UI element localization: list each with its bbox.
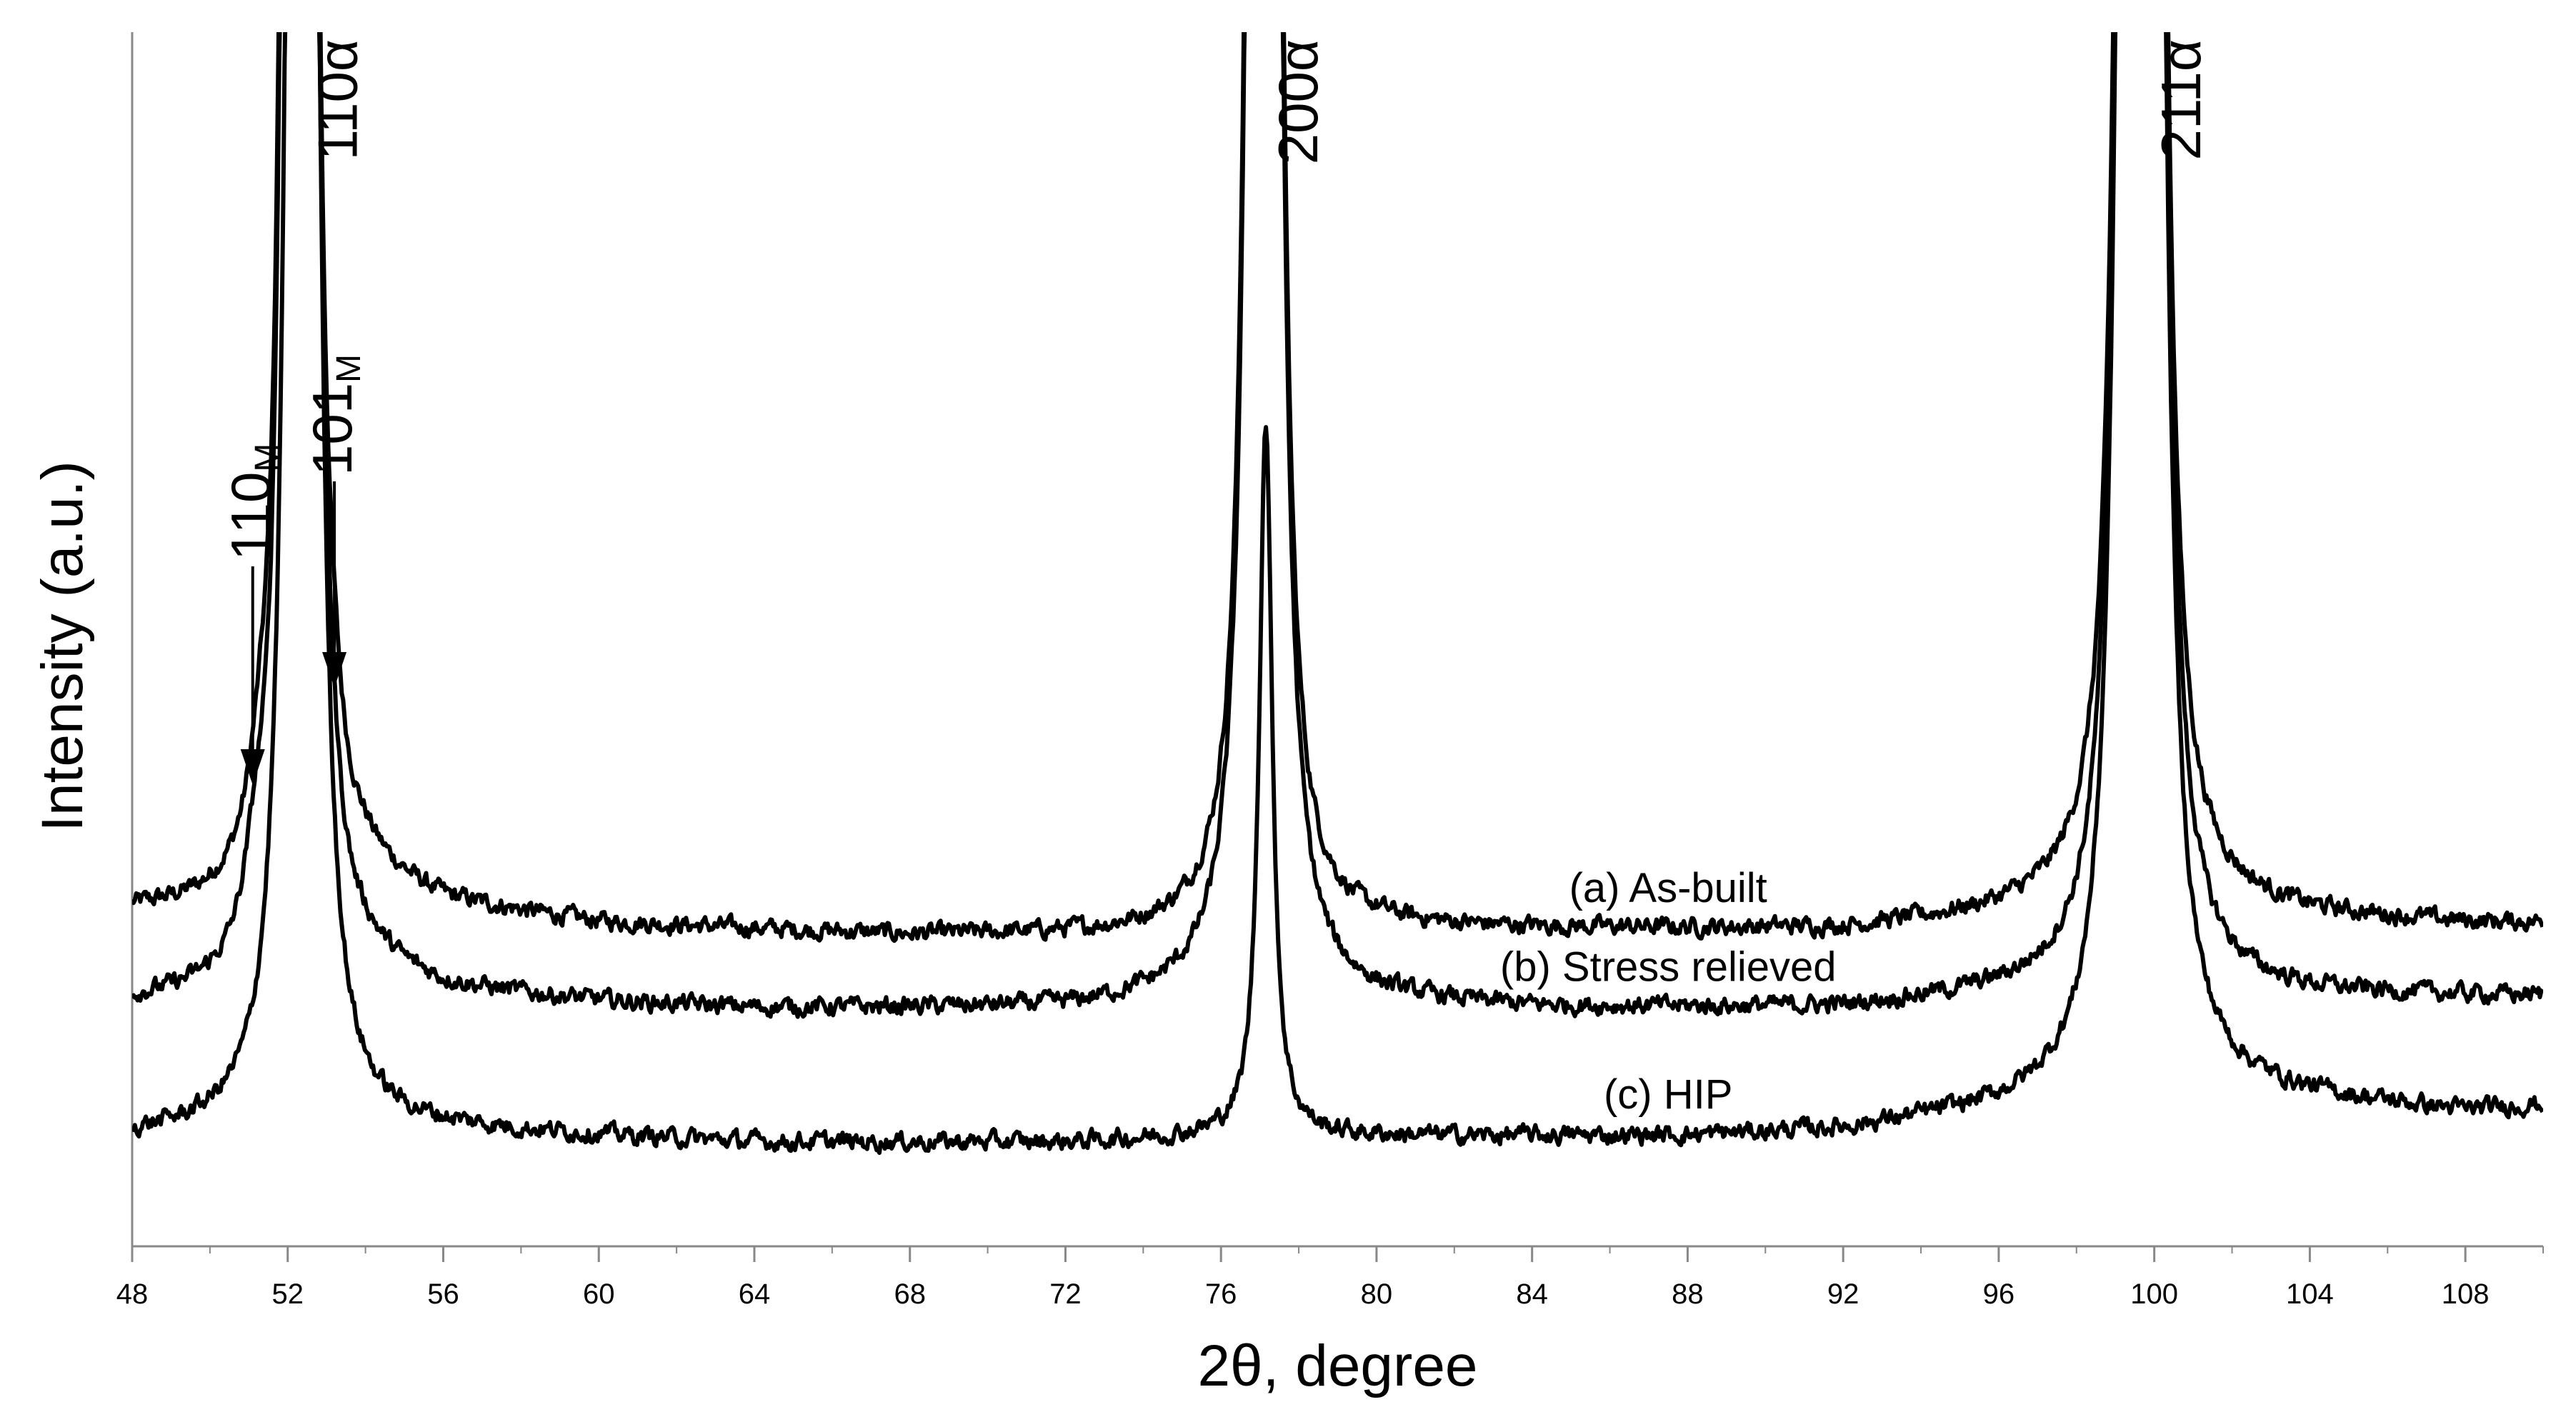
annotation-label: 110α [306,39,369,160]
x-tick-label: 100 [2130,1278,2178,1310]
series-0: (a) As-built [132,32,2543,943]
x-tick-label: 80 [1361,1278,1393,1310]
x-tick-label: 52 [271,1278,304,1310]
x-tick-label: 92 [1827,1278,1859,1310]
series-label: (b) Stress relieved [1500,944,1837,991]
x-tick-label: 72 [1049,1278,1082,1310]
x-tick-label: 48 [116,1278,149,1310]
annotation-text: 101 [301,383,364,476]
annotation-text: 110 [219,472,282,561]
annotation-subscript: M [330,354,368,383]
series-line [132,32,2543,943]
annotation-arrow-head [322,652,347,688]
x-tick-label: 68 [894,1278,926,1310]
series-label: (c) HIP [1604,1071,1732,1118]
annotation-110M: 110M [219,444,286,785]
series-line [132,32,2543,1155]
annotation-110a: 110α [306,39,369,160]
x-tick-label: 104 [2286,1278,2334,1310]
x-tick-label: 60 [583,1278,615,1310]
x-tick-label: 84 [1516,1278,1548,1310]
series-line [132,32,2543,1019]
series-2: (c) HIP [132,32,2543,1155]
series-label: (a) As-built [1569,865,1767,911]
x-tick-label: 108 [2442,1278,2490,1310]
x-tick-label: 88 [1672,1278,1704,1310]
annotation-label: 200α [1267,39,1329,164]
annotation-200a: 200α [1267,39,1329,164]
x-axis-ticks: 48 52 56 60 64 68 72 76 80 84 88 92 96 100 104 108 [116,1246,2544,1310]
x-axis-title: 2θ, degree [1197,1333,1477,1398]
annotation-label: 101M [301,354,368,476]
annotation-arrow-head [240,749,265,785]
annotation-label: 211α [2150,39,2212,160]
x-tick-label: 64 [739,1278,771,1310]
annotation-label: 110M [219,444,286,561]
x-tick-label: 96 [1983,1278,2015,1310]
annotation-211a: 211α [2150,39,2212,160]
x-tick-label: 56 [427,1278,459,1310]
y-axis-title: Intensity (a.u.) [30,461,95,832]
annotation-101M: 101M [301,354,368,688]
annotation-subscript: M [249,444,286,472]
x-tick-label: 76 [1205,1278,1237,1310]
series-1: (b) Stress relieved [132,32,2543,1019]
series-group: (a) As-built (b) Stress relieved (c) HIP [132,32,2543,1155]
